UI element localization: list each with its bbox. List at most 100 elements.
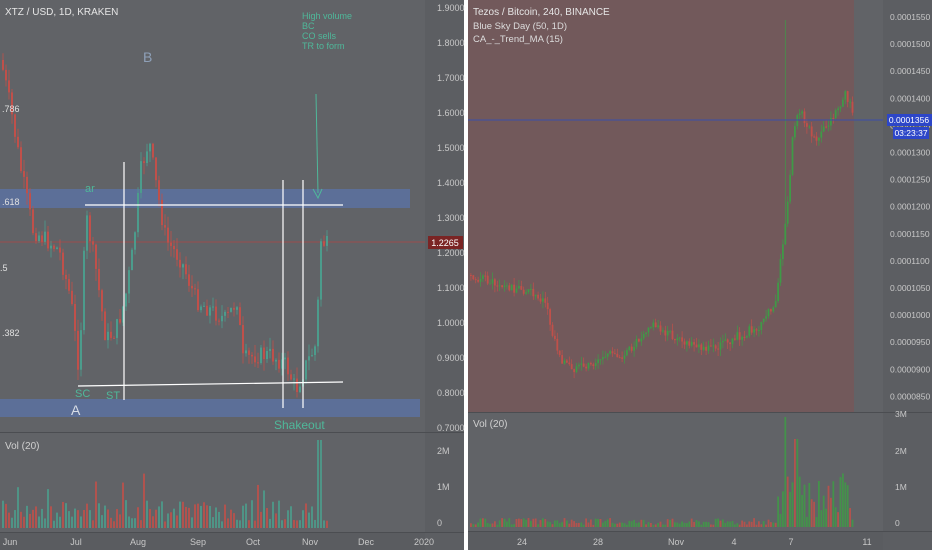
left-volume-bar <box>209 505 211 528</box>
right-volume-bar <box>532 518 535 527</box>
right-volume-bar <box>794 439 796 527</box>
right-candle <box>832 117 835 119</box>
left-volume-bar <box>314 519 316 528</box>
left-candle <box>35 233 37 242</box>
right-axis-labels: 0.0001550 0.0001500 0.0001450 0.0001400 0.00… <box>890 12 930 401</box>
left-volume-bar <box>98 503 100 528</box>
right-price-axis[interactable] <box>883 0 932 550</box>
label-b: B <box>143 49 152 65</box>
arrow-line <box>315 93 319 194</box>
left-candle <box>80 330 82 370</box>
left-candle <box>284 357 286 360</box>
left-volume-bar <box>158 506 160 528</box>
left-volume-bar <box>215 507 217 528</box>
right-price-tick: 0.0001500 <box>890 39 930 49</box>
right-volume-bar <box>621 522 623 527</box>
left-candle <box>146 151 148 164</box>
right-candle <box>726 339 729 343</box>
right-candle <box>621 357 623 359</box>
left-candle <box>227 311 229 313</box>
right-volume-bar <box>585 518 587 527</box>
right-candle <box>585 366 587 369</box>
right-candle <box>542 298 544 302</box>
right-candle <box>568 362 571 365</box>
left-volume-bar <box>80 516 82 528</box>
left-volume-bar <box>200 505 202 528</box>
right-candle <box>777 282 779 302</box>
right-price-tick: 0.0001100 <box>890 256 930 266</box>
left-volume-bar <box>239 520 241 528</box>
left-price-axis[interactable] <box>425 0 465 550</box>
left-candle <box>269 348 271 351</box>
right-volume-bar <box>542 518 544 527</box>
left-volume-pane[interactable] <box>0 433 425 533</box>
right-volume-bar <box>606 519 609 527</box>
right-volume-bar <box>614 523 616 527</box>
right-candle <box>695 344 698 348</box>
right-volume-bar <box>628 520 631 527</box>
right-volume-bar <box>580 522 583 527</box>
left-candle <box>47 231 49 249</box>
left-volume-bar <box>2 500 4 528</box>
right-candle <box>630 346 633 351</box>
right-candle <box>479 278 482 282</box>
right-volume-bar <box>702 521 705 527</box>
left-candle <box>158 180 160 201</box>
right-candle <box>801 111 803 114</box>
right-volume-bar <box>738 524 741 527</box>
left-candle <box>8 80 10 93</box>
right-volume-bar <box>760 524 763 527</box>
right-volume-bar <box>772 522 775 527</box>
right-candle <box>798 113 801 116</box>
right-volume-bar <box>731 521 734 527</box>
left-candle <box>86 215 88 251</box>
right-candle <box>839 106 842 109</box>
left-volume-bar <box>299 520 301 528</box>
right-volume-bar <box>810 499 813 527</box>
right-volume-bar <box>767 519 770 527</box>
right-candle <box>846 91 849 102</box>
left-volume-bar <box>23 516 25 528</box>
left-candle <box>29 193 31 210</box>
left-candle <box>89 215 91 242</box>
right-price-tick: 0.0001150 <box>890 229 930 239</box>
right-volume-bar <box>798 476 801 527</box>
right-candle <box>770 309 772 312</box>
left-volume-bar <box>287 510 289 528</box>
right-candle <box>676 338 679 341</box>
left-candle <box>320 241 322 300</box>
right-volume-bar <box>678 523 681 527</box>
right-price-tick: 0.0001550 <box>890 12 930 22</box>
left-price-pane[interactable] <box>0 0 425 432</box>
left-volume-bar <box>170 512 172 528</box>
right-candle <box>551 324 554 336</box>
right-volume-bar <box>654 524 657 527</box>
left-candle <box>14 114 16 137</box>
right-volume-bar <box>770 522 772 527</box>
right-candle <box>700 344 703 350</box>
indicator-2: CA_-_Trend_MA (15) <box>473 34 563 45</box>
right-candle <box>539 298 542 302</box>
left-volume-bar <box>230 509 232 528</box>
right-volume-bar <box>717 518 719 527</box>
right-candle <box>755 329 758 331</box>
left-volume-bar <box>245 503 247 528</box>
right-volume-bar <box>834 507 837 527</box>
left-candle <box>152 143 154 158</box>
right-volume-bar <box>714 518 717 527</box>
support-line <box>77 381 344 387</box>
right-candle <box>489 283 491 285</box>
left-chart-title: XTZ / USD, 1D, KRAKEN <box>5 7 118 18</box>
right-candle <box>851 101 854 113</box>
right-volume-bar <box>830 497 832 527</box>
left-candle <box>26 176 28 194</box>
right-volume-bar <box>784 417 787 527</box>
indicator-1: Blue Sky Day (50, 1D) <box>473 21 567 32</box>
left-candle <box>317 299 319 347</box>
right-candle <box>616 353 619 358</box>
left-candle <box>224 311 226 316</box>
left-volume-bar <box>116 509 118 528</box>
right-volume-bar <box>626 524 628 527</box>
right-candle <box>758 330 760 332</box>
right-candle <box>698 344 700 348</box>
